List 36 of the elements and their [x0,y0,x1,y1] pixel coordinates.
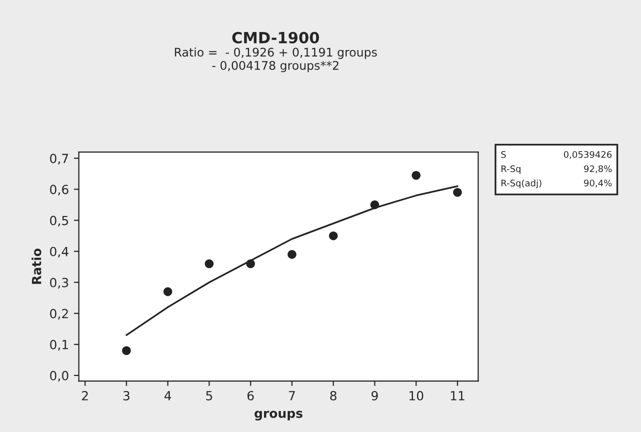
y-tick-label: 0,1 [50,340,68,351]
y-tick-label: 0,3 [50,278,68,289]
point [163,287,172,296]
y-tick-label: 0,4 [50,246,68,258]
x-tick-label: 7 [289,391,295,400]
y-tick-label: 0,0 [50,370,68,382]
x-tick-label: 9 [372,390,378,400]
x-axis-title: groups [254,410,302,420]
y-axis-title: Ratio [32,248,42,284]
y-tick-label: 0,5 [50,216,68,227]
chart-title: CMD-1900 [232,32,320,44]
text: R-Sq(adj) [502,179,542,188]
point [204,259,214,268]
point [412,170,421,180]
text: 0,0539426 [564,151,612,159]
point [288,250,296,259]
x-tick-label: 11 [450,391,464,400]
y-tick-label: 0,2 [50,308,68,320]
x-tick-label: 2 [82,390,88,400]
text: S [501,151,506,158]
x-tick-label: 5 [206,391,212,400]
x-tick-label: 4 [164,391,172,400]
y-tick-label: 0,7 [50,154,68,164]
point [328,231,338,240]
x-tick-label: 10 [410,390,424,400]
text: R-Sq [502,165,520,174]
point [122,346,131,356]
x-tick-label: 6 [247,390,254,400]
x-tick-label: 3 [123,390,130,400]
text: 92,8% [584,165,612,174]
chart-subtitle: Ratio = - 0,1926 + 0,1191 groups - 0,004178 groups**2 [174,48,377,72]
y-tick-label: 0,6 [50,184,68,196]
x-tick-label: 8 [330,390,336,400]
text: 90,4% [584,180,612,188]
line-series [126,185,458,336]
point [453,188,462,197]
